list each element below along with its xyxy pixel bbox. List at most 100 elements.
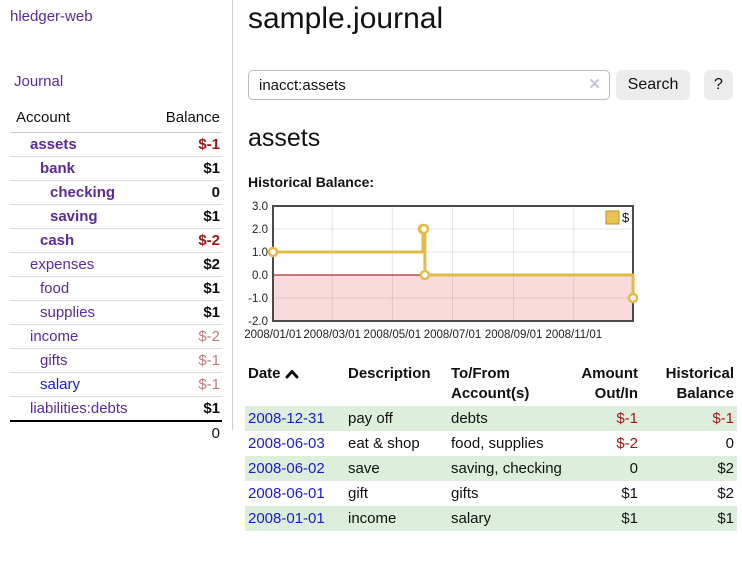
cell-accounts: debts bbox=[451, 410, 488, 427]
sidebar-account-link[interactable]: supplies bbox=[40, 304, 96, 321]
cell-amount: $1 bbox=[621, 485, 638, 502]
cell-accounts: saving, checking bbox=[451, 460, 562, 477]
sidebar-account-link[interactable]: food bbox=[40, 280, 70, 297]
sidebar-account-link[interactable]: cash bbox=[40, 232, 75, 249]
main-content: sample.journal ✕ Search ? assets Histori… bbox=[244, 0, 742, 582]
transaction-date-link[interactable]: 2008-06-02 bbox=[248, 460, 325, 477]
table-row: 2008-06-01 gift gifts $1 $2 bbox=[245, 481, 737, 506]
x-tick-label: 2008/07/01 bbox=[424, 329, 482, 341]
data-point-marker bbox=[627, 292, 639, 304]
cell-description: income bbox=[348, 510, 397, 527]
account-balance: $1 bbox=[148, 396, 222, 421]
account-row: expenses $2 bbox=[10, 252, 222, 277]
account-row: supplies $1 bbox=[10, 300, 222, 325]
cell-date: 2008-06-03 bbox=[245, 431, 345, 456]
accounts-header-balance: Balance bbox=[148, 106, 222, 133]
negative-region-fill bbox=[273, 275, 633, 321]
account-balance: $-1 bbox=[148, 372, 222, 397]
cell-accounts: salary bbox=[451, 510, 492, 527]
help-button[interactable]: ? bbox=[704, 70, 733, 100]
cell-balance: 0 bbox=[725, 435, 734, 452]
data-point-marker bbox=[419, 269, 431, 281]
clear-search-icon[interactable]: ✕ bbox=[588, 76, 601, 93]
legend-swatch bbox=[605, 210, 620, 225]
table-row: 2008-01-01 income salary $1 $1 bbox=[245, 506, 737, 531]
legend-label: $ bbox=[622, 210, 630, 225]
account-row: income $-2 bbox=[10, 324, 222, 349]
account-balance: 0 bbox=[148, 180, 222, 205]
chart-title: Historical Balance: bbox=[248, 174, 375, 190]
register-header-date[interactable]: Date bbox=[245, 362, 345, 406]
sidebar-account-link[interactable]: checking bbox=[50, 184, 116, 201]
sidebar-divider bbox=[232, 0, 233, 430]
cell-balance: $2 bbox=[717, 485, 734, 502]
table-row: 2008-12-31 pay off debts $-1 $-1 bbox=[245, 406, 737, 431]
table-row: 2008-06-03 eat & shop food, supplies $-2 0 bbox=[245, 431, 737, 456]
app-brand-link[interactable]: hledger-web bbox=[10, 8, 93, 25]
search-input[interactable] bbox=[248, 70, 610, 100]
account-balance: $-1 bbox=[148, 348, 222, 373]
cell-date: 2008-06-01 bbox=[245, 481, 345, 506]
register-header-balance: Historical Balance bbox=[665, 365, 734, 402]
account-row: checking 0 bbox=[10, 180, 222, 205]
cell-description: save bbox=[348, 460, 380, 477]
accounts-table: Account Balance assets $-1 bank $1 checking 0… bbox=[10, 106, 222, 445]
account-row: bank $1 bbox=[10, 156, 222, 181]
x-tick-label: 2008/09/01 bbox=[485, 329, 543, 341]
sidebar-item-journal[interactable]: Journal bbox=[14, 73, 64, 90]
account-row: salary $-1 bbox=[10, 372, 222, 397]
account-row: cash $-2 bbox=[10, 228, 222, 253]
transaction-date-link[interactable]: 2008-12-31 bbox=[248, 410, 325, 427]
sidebar-account-link[interactable]: assets bbox=[30, 136, 77, 153]
accounts-header-account: Account bbox=[10, 106, 149, 133]
x-tick-label: 2008/01/01 bbox=[244, 329, 302, 341]
y-tick-label: -1.0 bbox=[248, 293, 268, 305]
account-heading: assets bbox=[248, 124, 321, 152]
cell-amount: $-2 bbox=[616, 435, 638, 452]
account-balance: $1 bbox=[148, 156, 222, 181]
cell-amount: $-1 bbox=[616, 410, 638, 427]
y-tick-label: 2.0 bbox=[252, 224, 268, 236]
search-bar: ✕ Search ? bbox=[248, 70, 742, 100]
y-tick-label: 0.0 bbox=[252, 270, 268, 282]
account-balance: $1 bbox=[148, 204, 222, 229]
sidebar-account-link[interactable]: salary bbox=[40, 376, 81, 393]
sidebar-account-link[interactable]: liabilities:debts bbox=[30, 400, 128, 417]
sidebar: hledger-web Journal Account Balance asse… bbox=[0, 0, 232, 445]
cell-amount: $1 bbox=[621, 510, 638, 527]
x-tick-label: 2008/11/01 bbox=[545, 329, 602, 341]
accounts-total-spacer bbox=[10, 420, 149, 445]
sidebar-account-link[interactable]: expenses bbox=[30, 256, 95, 273]
accounts-total-value: 0 bbox=[148, 420, 222, 445]
cell-balance: $-1 bbox=[712, 410, 734, 427]
cell-balance: $2 bbox=[717, 460, 734, 477]
sidebar-account-link[interactable]: gifts bbox=[40, 352, 68, 369]
cell-amount: 0 bbox=[629, 460, 638, 477]
sort-ascending-icon bbox=[285, 370, 299, 379]
cell-description: pay off bbox=[348, 410, 393, 427]
account-balance: $2 bbox=[148, 252, 222, 277]
cell-balance: $1 bbox=[717, 510, 734, 527]
transaction-date-link[interactable]: 2008-06-03 bbox=[248, 435, 325, 452]
x-tick-label: 2008/03/01 bbox=[303, 329, 361, 341]
account-row: food $1 bbox=[10, 276, 222, 301]
sidebar-account-link[interactable]: saving bbox=[50, 208, 98, 225]
sidebar-account-link[interactable]: income bbox=[30, 328, 79, 345]
transaction-date-link[interactable]: 2008-06-01 bbox=[248, 485, 325, 502]
cell-description: gift bbox=[348, 485, 369, 502]
account-row: assets $-1 bbox=[10, 133, 222, 157]
sidebar-account-link[interactable]: bank bbox=[40, 160, 76, 177]
search-button[interactable]: Search bbox=[616, 70, 690, 100]
cell-accounts: food, supplies bbox=[451, 435, 544, 452]
account-balance: $-2 bbox=[148, 228, 222, 253]
y-tick-label: -2.0 bbox=[248, 316, 268, 328]
register-table: Date Description To/From Account(s) Amou… bbox=[245, 362, 737, 531]
cell-description: eat & shop bbox=[348, 435, 420, 452]
cell-accounts: gifts bbox=[451, 485, 479, 502]
data-point-marker bbox=[267, 246, 279, 258]
account-row: saving $1 bbox=[10, 204, 222, 229]
transaction-date-link[interactable]: 2008-01-01 bbox=[248, 510, 325, 527]
account-row: liabilities:debts $1 bbox=[10, 396, 222, 421]
account-balance: $-2 bbox=[148, 324, 222, 349]
accounts-total-row: 0 bbox=[10, 420, 222, 445]
